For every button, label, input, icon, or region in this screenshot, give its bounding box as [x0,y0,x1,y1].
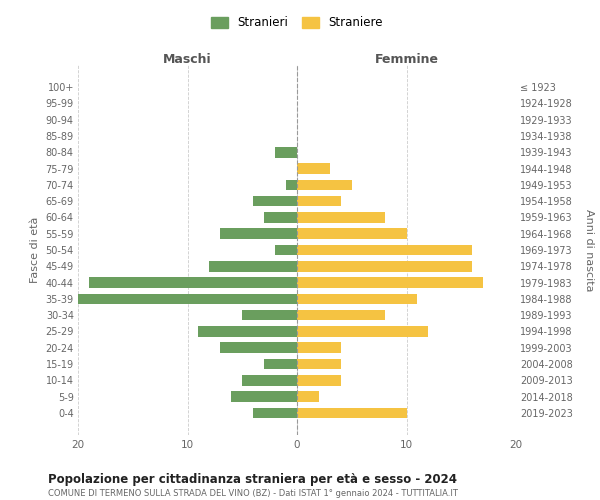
Bar [297,326,428,336]
Bar [286,180,297,190]
Bar [209,261,297,272]
Bar [297,278,483,288]
Bar [89,278,297,288]
Bar [264,358,297,370]
Y-axis label: Anni di nascita: Anni di nascita [584,209,594,291]
Bar [297,196,341,206]
Bar [297,392,319,402]
Bar [242,375,297,386]
Bar [297,310,385,320]
Bar [275,147,297,158]
Bar [242,310,297,320]
Legend: Stranieri, Straniere: Stranieri, Straniere [206,12,388,34]
Bar [297,180,352,190]
Bar [297,164,330,174]
Bar [297,294,418,304]
Bar [297,408,407,418]
Bar [253,196,297,206]
Bar [297,228,407,239]
Y-axis label: Fasce di età: Fasce di età [30,217,40,283]
Bar [220,228,297,239]
Bar [297,261,472,272]
Text: COMUNE DI TERMENO SULLA STRADA DEL VINO (BZ) - Dati ISTAT 1° gennaio 2024 - TUTT: COMUNE DI TERMENO SULLA STRADA DEL VINO … [48,489,458,498]
Bar [275,244,297,256]
Text: Popolazione per cittadinanza straniera per età e sesso - 2024: Popolazione per cittadinanza straniera p… [48,472,457,486]
Bar [78,294,297,304]
Bar [264,212,297,222]
Bar [232,392,297,402]
Bar [297,358,341,370]
Bar [199,326,297,336]
Text: Maschi: Maschi [163,53,212,66]
Text: Femmine: Femmine [374,53,439,66]
Bar [297,342,341,353]
Bar [297,244,472,256]
Bar [297,212,385,222]
Bar [297,375,341,386]
Bar [220,342,297,353]
Bar [253,408,297,418]
